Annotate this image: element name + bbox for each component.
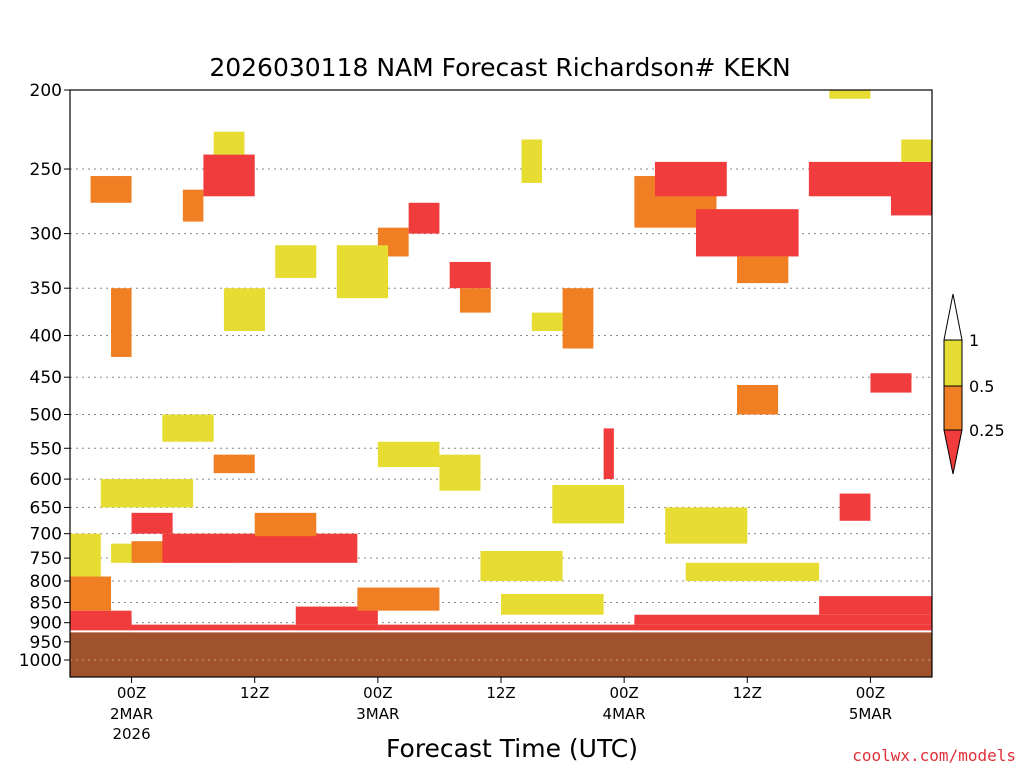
ri-cell <box>162 414 214 442</box>
y-tick-label: 900 <box>30 614 62 634</box>
ri-cell <box>737 384 779 415</box>
x-tick-label: 00Z <box>363 684 392 702</box>
ri-cell <box>254 512 317 537</box>
ri-cell <box>131 512 173 534</box>
pressure-gridlines <box>70 168 932 661</box>
ri-cell <box>70 576 112 611</box>
x-tick-date: 5MAR <box>849 705 892 723</box>
ri-cell <box>223 288 265 332</box>
ground-fill <box>70 632 932 677</box>
y-tick-label: 650 <box>30 498 62 518</box>
ri-cell <box>521 139 543 183</box>
x-tick-label: 12Z <box>733 684 762 702</box>
ri-cell <box>336 245 389 299</box>
ri-cell <box>829 90 871 99</box>
y-tick-label: 350 <box>30 279 62 299</box>
ri-cell <box>100 479 194 508</box>
ri-cell <box>634 614 932 625</box>
x-tick-label: 12Z <box>486 684 515 702</box>
x-axis-label: Forecast Time (UTC) <box>386 734 638 763</box>
legend-tick-label: 0.5 <box>969 377 994 396</box>
ri-cell <box>182 189 204 222</box>
ri-cell <box>203 154 255 197</box>
ri-cell <box>295 606 378 625</box>
ri-cell <box>449 261 491 289</box>
ri-cell <box>213 454 255 474</box>
y-tick-label: 600 <box>30 470 62 490</box>
ground-layer <box>70 630 932 677</box>
y-tick-label: 750 <box>30 549 62 569</box>
y-tick-label: 550 <box>30 439 62 459</box>
ri-cell <box>685 562 820 581</box>
legend-tick-label: 0.25 <box>969 421 1005 440</box>
x-tick-label: 00Z <box>117 684 146 702</box>
y-tick-label: 800 <box>30 572 62 592</box>
ri-cell <box>70 624 932 633</box>
legend-swatch-below-025 <box>943 429 963 475</box>
x-tick-label: 12Z <box>240 684 269 702</box>
ri-cell <box>839 493 871 521</box>
y-tick-label: 400 <box>30 326 62 346</box>
ri-cell <box>459 288 491 313</box>
legend-swatch-above-1 <box>943 293 963 341</box>
plot-frame <box>69 89 933 678</box>
x-tick-label: 00Z <box>856 684 885 702</box>
chart-title: 2026030118 NAM Forecast Richardson# KEKN <box>209 53 790 82</box>
ri-cell <box>603 428 614 480</box>
ri-cell <box>819 596 932 615</box>
legend-swatch <box>943 339 963 387</box>
x-tick-date: 4MAR <box>603 705 646 723</box>
x-tick-year: 2026 <box>112 725 150 743</box>
y-tick-label: 250 <box>30 160 62 180</box>
credit-text: coolwx.com/models <box>852 746 1016 765</box>
ri-cell <box>890 182 932 216</box>
ri-cell <box>90 176 132 203</box>
ri-cell <box>870 373 912 393</box>
x-axis: 00Z 2MAR 2026 12Z 00Z 3MAR 12Z 00Z 4MAR 12Z 00Z 5MA… <box>110 677 892 743</box>
ri-cell <box>408 202 440 234</box>
y-axis: 200 250 300 350 400 450 500 550 600 650 700 750 8008… <box>19 81 70 671</box>
ri-cell <box>531 312 563 332</box>
y-tick-label: 700 <box>30 525 62 545</box>
x-tick-date: 2MAR <box>110 705 153 723</box>
ri-cell <box>439 454 481 491</box>
ri-cell <box>665 507 748 544</box>
ri-cell <box>654 161 727 197</box>
y-tick-label: 450 <box>30 368 62 388</box>
ri-cell <box>501 594 604 615</box>
ri-cell <box>357 587 440 611</box>
ri-cell <box>377 441 440 468</box>
ri-cell <box>111 288 132 357</box>
ri-cell <box>275 245 317 278</box>
ri-cell <box>737 256 789 284</box>
y-tick-label: 500 <box>30 406 62 426</box>
y-tick-label: 950 <box>30 633 62 653</box>
legend: 1 0.5 0.25 <box>943 293 1005 475</box>
y-tick-label: 200 <box>30 81 62 101</box>
ri-cell <box>695 209 799 257</box>
richardson-cells <box>70 90 932 633</box>
y-tick-label: 1000 <box>19 651 62 671</box>
x-tick-label: 00Z <box>609 684 638 702</box>
ri-cell <box>562 288 594 349</box>
legend-tick-label: 1 <box>969 331 979 350</box>
legend-swatch <box>943 385 963 431</box>
ri-cell <box>162 533 358 563</box>
ri-cell <box>480 550 563 581</box>
y-tick-label: 300 <box>30 225 62 245</box>
y-tick-label: 850 <box>30 593 62 613</box>
ri-cell <box>901 139 932 162</box>
ri-cell <box>213 131 245 155</box>
x-tick-date: 3MAR <box>356 705 399 723</box>
ri-cell <box>552 484 625 524</box>
ri-cell <box>70 533 101 577</box>
